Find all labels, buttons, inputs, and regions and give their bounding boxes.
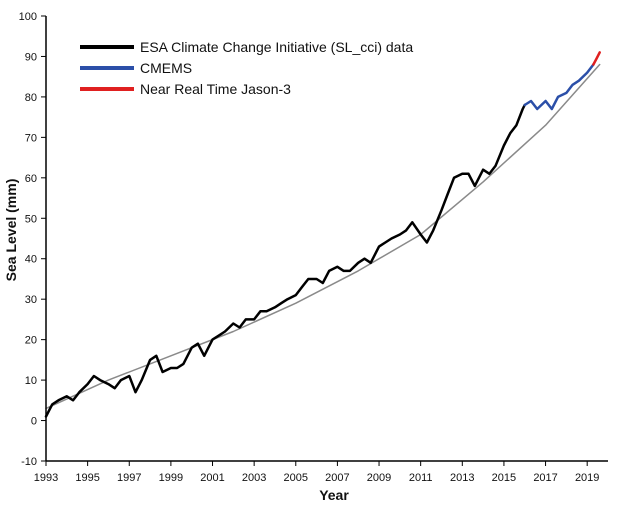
x-tick-label: 2003: [242, 472, 266, 484]
legend-label: ESA Climate Change Initiative (SL_cci) d…: [140, 39, 413, 55]
plot-layer: [44, 51, 601, 418]
legend-label: Near Real Time Jason-3: [140, 81, 291, 97]
y-tick-label: 0: [31, 416, 37, 428]
y-tick-label: 60: [25, 173, 37, 185]
x-tick-label: 2001: [200, 472, 224, 484]
x-axis-title: Year: [319, 487, 349, 503]
series-line-0: [44, 103, 526, 418]
x-tick-label: 2009: [367, 472, 391, 484]
y-tick-label: 70: [25, 132, 37, 144]
y-tick-label: -10: [21, 456, 37, 468]
x-tick-label: 2015: [492, 472, 516, 484]
x-tick-label: 2013: [450, 472, 474, 484]
x-tick-label: 1995: [75, 472, 99, 484]
x-tick-label: 2019: [575, 472, 599, 484]
y-tick-label: 40: [25, 254, 37, 266]
x-tick-label: 1997: [117, 472, 141, 484]
x-tick-label: 2011: [409, 472, 433, 484]
y-tick-label: 20: [25, 335, 37, 347]
y-tick-label: 80: [25, 92, 37, 104]
x-tick-label: 1993: [34, 472, 58, 484]
y-tick-label: 30: [25, 294, 37, 306]
x-tick-label: 1999: [159, 472, 183, 484]
series-line-2: [592, 51, 601, 66]
x-tick-label: 2007: [325, 472, 349, 484]
x-tick-label: 2005: [284, 472, 308, 484]
legend-label: CMEMS: [140, 60, 192, 76]
y-tick-label: 90: [25, 51, 37, 63]
tick-layer: -10 0 10 20 30 40 50 60 70 80 90 100 1993 1995 1997 199…: [19, 11, 600, 484]
y-tick-label: 10: [25, 375, 37, 387]
y-tick-label: 100: [19, 11, 37, 23]
y-axis-title: Sea Level (mm): [3, 179, 19, 282]
axis-layer: [45, 16, 608, 462]
legend: ESA Climate Change Initiative (SL_cci) d…: [80, 39, 413, 97]
trend-line: [45, 63, 601, 410]
x-tick-label: 2017: [533, 472, 557, 484]
series-line-1: [523, 63, 595, 111]
y-tick-label: 50: [25, 213, 37, 225]
